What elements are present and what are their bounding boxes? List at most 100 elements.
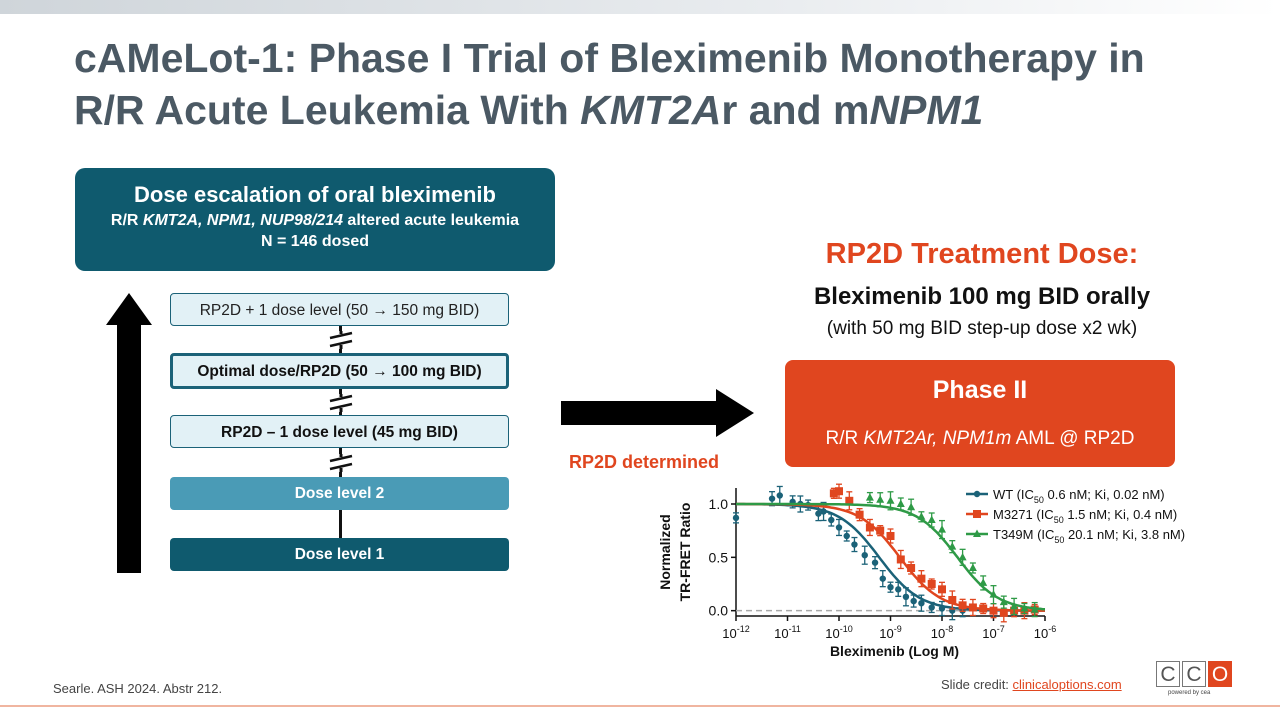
title-part-d: NPM1 xyxy=(869,87,984,133)
dose-level-2: Dose level 2 xyxy=(170,477,509,510)
dose-level-optimal-rp2d: Optimal dose/RP2D (50 → 100 mg BID) xyxy=(170,353,509,389)
data-point-wt xyxy=(938,605,946,612)
x-tick-label: 10-7 xyxy=(982,624,1004,641)
logo-letter: O xyxy=(1208,661,1232,687)
tr-fret-chart: 1.0 0.5 0.0 10-12 10-11 10-10 10-9 10-8 10-7 10-6… xyxy=(657,483,1185,659)
data-point-t349m xyxy=(999,597,1008,606)
phase-ii-sub-c: AML @ RP2D xyxy=(1011,428,1135,449)
data-point-m3271 xyxy=(907,564,916,572)
x-tick-label: 10-8 xyxy=(931,624,953,641)
y-axis-label: Normalized xyxy=(657,514,673,589)
y-axis-label: TR-FRET Ratio xyxy=(677,503,693,602)
y-tick-label: 0.0 xyxy=(709,603,729,619)
phase-ii-sub-b: KMT2Ar, NPM1m xyxy=(863,428,1012,449)
title-part-a: R/R Acute Leukemia With xyxy=(74,87,581,133)
data-point-t349m xyxy=(938,525,946,533)
data-point-t349m xyxy=(876,495,885,503)
data-point-t349m xyxy=(865,493,874,501)
data-point-wt xyxy=(768,495,776,502)
data-point-wt xyxy=(820,508,827,515)
up-arrow-icon xyxy=(106,293,152,573)
data-point-m3271 xyxy=(896,555,905,564)
data-point-t349m xyxy=(1010,601,1019,610)
data-point-m3271 xyxy=(829,489,838,498)
escalation-subtitle: R/R KMT2A, NPM1, NUP98/214 altered acute… xyxy=(75,212,555,230)
rp2d-stepup: (with 50 mg BID step-up dose x2 wk) xyxy=(826,318,1138,339)
data-point-m3271 xyxy=(968,603,977,612)
data-point-wt xyxy=(871,559,879,566)
x-tick-label: 10-6 xyxy=(1034,624,1056,641)
top-gradient-bar xyxy=(0,0,1280,14)
data-point-t349m xyxy=(968,563,977,571)
rp2d-determined-label: RP2D determined xyxy=(569,452,720,472)
phase-ii-sub-a: R/R xyxy=(825,428,864,449)
dose-level-rp2d-minus-1: RP2D – 1 dose level (45 mg BID) xyxy=(170,415,509,448)
data-point-wt xyxy=(902,593,910,600)
citation: Searle. ASH 2024. Abstr 212. xyxy=(53,681,223,696)
data-point-wt xyxy=(776,492,783,499)
dose-level-1: Dose level 1 xyxy=(170,538,509,571)
data-point-wt xyxy=(879,575,886,582)
escalation-n: N = 146 dosed xyxy=(260,233,370,250)
data-point-m3271 xyxy=(948,596,957,604)
y-tick-label: 0.5 xyxy=(709,549,729,565)
credit-link[interactable]: clinicaloptions.com xyxy=(1012,677,1122,692)
break-icon xyxy=(328,331,354,349)
escalation-sub-c: altered acute leukemia xyxy=(342,212,520,229)
rp2d-title: RP2D Treatment Dose: xyxy=(825,238,1139,270)
data-point-m3271 xyxy=(835,487,843,496)
data-point-t349m xyxy=(896,499,905,507)
y-tick-label: 1.0 xyxy=(709,496,729,512)
phase-ii-subtitle: R/R KMT2Ar, NPM1m AML @ RP2D xyxy=(785,428,1175,450)
title-part-b: KMT2A xyxy=(580,87,722,133)
rp2d-dose: Bleximenib 100 mg BID orally xyxy=(813,283,1151,310)
break-icon xyxy=(328,394,354,412)
data-point-wt xyxy=(861,552,868,559)
logo-letter: C xyxy=(1182,661,1206,687)
escalation-title: Dose escalation of oral bleximenib xyxy=(134,182,496,207)
data-point-m3271 xyxy=(855,510,864,519)
dose-escalation-box: Dose escalation of oral bleximenib R/R K… xyxy=(75,168,555,271)
title-line-1: cAMeLot-1: Phase I Trial of Bleximenib M… xyxy=(74,35,1145,81)
right-arrow-icon xyxy=(561,389,754,437)
slide-title: cAMeLot-1: Phase I Trial of Bleximenib M… xyxy=(74,32,1224,136)
phase-ii-box: Phase II R/R KMT2Ar, NPM1m AML @ RP2D xyxy=(785,360,1175,467)
bottom-rule xyxy=(0,705,1280,707)
legend-marker xyxy=(973,490,981,498)
logo-letter: C xyxy=(1156,661,1180,687)
legend-marker xyxy=(973,529,981,537)
legend-label: M3271 (IC50 1.5 nM; Ki, 0.4 nM) xyxy=(993,507,1177,525)
data-point-wt xyxy=(928,604,935,611)
data-point-m3271 xyxy=(917,574,926,583)
legend-marker xyxy=(973,510,981,518)
data-point-m3271 xyxy=(886,532,895,540)
legend-label: T349M (IC50 20.1 nM; Ki, 3.8 nM) xyxy=(993,527,1185,545)
cco-logo: C C O powered by cea xyxy=(1156,661,1234,701)
data-point-wt xyxy=(887,584,894,591)
data-point-wt xyxy=(815,510,822,517)
title-part-c: r and m xyxy=(721,87,870,133)
data-point-m3271 xyxy=(999,608,1008,617)
break-icon xyxy=(328,454,354,472)
data-point-t349m xyxy=(927,515,936,523)
data-point-t349m xyxy=(1030,605,1039,613)
credit-label: Slide credit: xyxy=(941,677,1013,692)
data-point-wt xyxy=(895,586,902,593)
x-axis-label: Bleximenib (Log M) xyxy=(830,643,959,659)
data-point-t349m xyxy=(948,542,957,550)
data-point-m3271 xyxy=(958,601,967,610)
legend-label: WT (IC50 0.6 nM; Ki, 0.02 nM) xyxy=(993,487,1165,505)
data-point-m3271 xyxy=(845,496,854,505)
data-point-wt xyxy=(835,524,843,531)
data-point-wt xyxy=(918,600,925,607)
title-line-2: R/R Acute Leukemia With KMT2Ar and mNPM1 xyxy=(74,84,1224,136)
data-point-m3271 xyxy=(979,604,988,613)
logo-tagline: powered by cea xyxy=(1168,690,1211,696)
dose-level-rp2d-plus-1: RP2D + 1 dose level (50 → 150 mg BID) xyxy=(170,293,509,326)
data-point-t349m xyxy=(958,552,967,561)
data-point-t349m xyxy=(907,502,916,511)
data-point-wt xyxy=(828,516,835,524)
x-tick-label: 10-11 xyxy=(774,624,801,641)
data-point-m3271 xyxy=(938,585,946,594)
data-point-m3271 xyxy=(989,606,998,615)
